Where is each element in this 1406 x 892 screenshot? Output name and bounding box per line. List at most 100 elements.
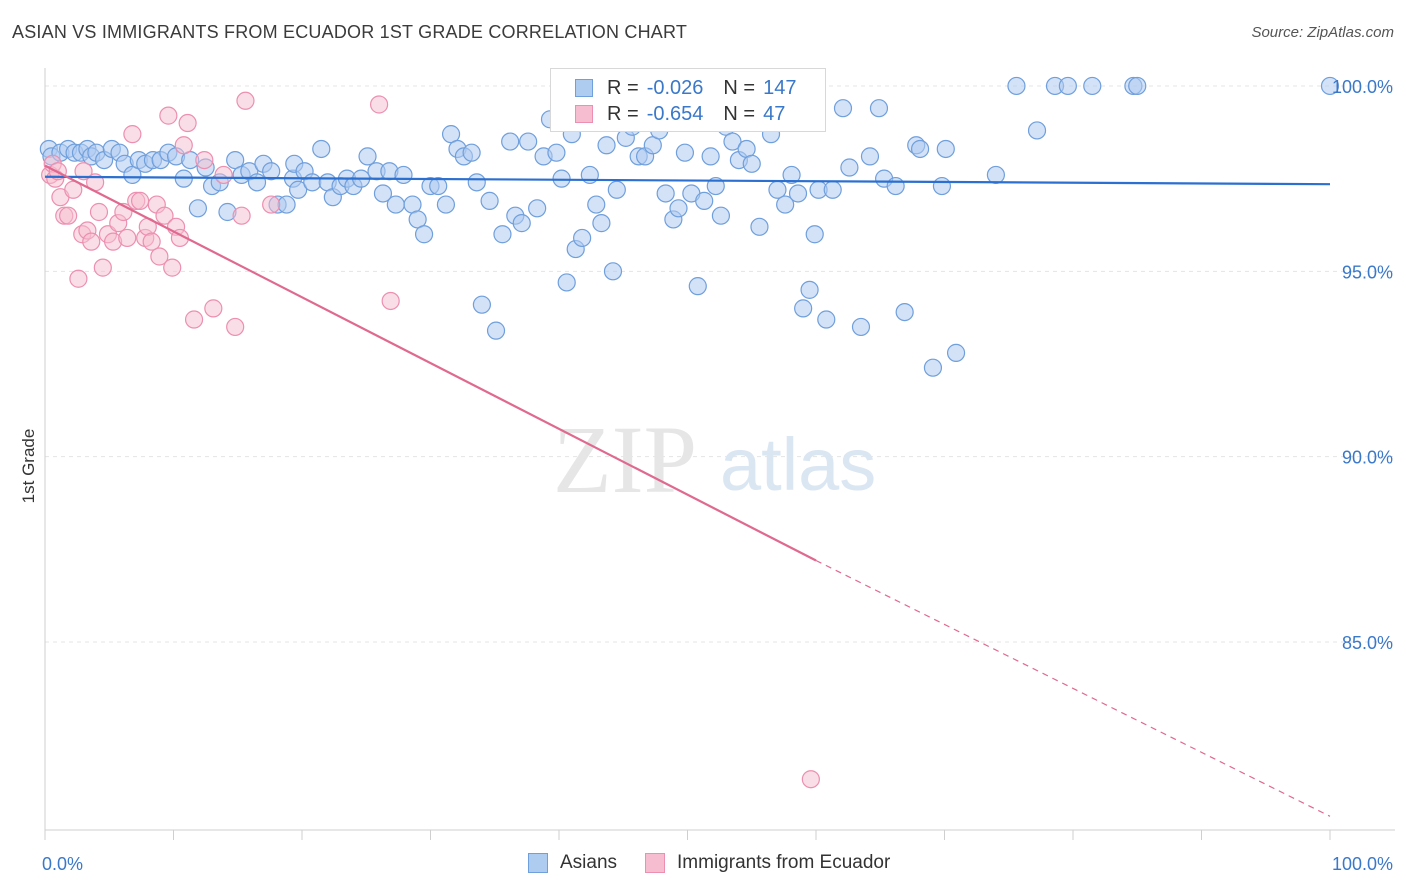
ecuador-point	[142, 232, 161, 251]
x-tick-label: 0.0%	[42, 854, 83, 874]
ecuador-point	[236, 91, 255, 110]
asians-point	[750, 217, 769, 236]
asians-point	[723, 132, 742, 151]
ecuador-point	[370, 95, 389, 114]
asians-point	[946, 343, 966, 362]
asians-point	[573, 228, 592, 248]
legend-label-ecuador: Immigrants from Ecuador	[677, 852, 891, 873]
asians-point	[493, 225, 512, 244]
legend-item-ecuador[interactable]: Immigrants from Ecuador	[645, 852, 890, 874]
legend-label-asians: Asians	[560, 852, 618, 873]
ecuador-point	[82, 232, 101, 251]
asians-point	[936, 139, 955, 159]
stats-legend: R = -0.026 N = 147 R = -0.654 N = 47	[550, 68, 826, 132]
ecuador-trend-extension	[815, 559, 1331, 817]
asians-point	[519, 132, 538, 151]
asians-point	[886, 176, 905, 196]
ecuador-point	[184, 310, 204, 329]
asians-point	[669, 199, 688, 218]
legend-item-asians[interactable]: Asians	[528, 852, 617, 874]
y-axis-title: 1st Grade	[19, 429, 38, 504]
legend-swatch-pink	[575, 105, 593, 123]
asians-trend-line	[44, 175, 1331, 186]
asians-point	[486, 321, 506, 340]
asians-point	[986, 165, 1006, 185]
asians-point	[414, 225, 434, 244]
asians-point	[794, 299, 813, 318]
legend-r-label: R =	[607, 76, 639, 99]
series-ecuador-points	[41, 91, 820, 789]
asians-point	[1007, 76, 1026, 96]
asians-point	[833, 99, 853, 118]
asians-point	[932, 176, 952, 196]
asians-point	[312, 139, 331, 159]
asians-point	[1320, 76, 1340, 96]
axes	[44, 68, 1395, 840]
asians-point	[501, 132, 520, 151]
asians-point	[656, 184, 675, 203]
asians-point	[386, 195, 405, 214]
legend-row-ecuador: R = -0.654 N = 47	[575, 102, 793, 126]
asians-point	[429, 176, 448, 196]
watermark-atlas: atlas	[720, 423, 876, 506]
asians-point	[711, 206, 731, 225]
asians-point	[436, 195, 456, 214]
ecuador-point	[159, 106, 178, 125]
asians-point	[840, 158, 859, 177]
y-tick-label: 95.0%	[1342, 262, 1393, 282]
asians-point	[1083, 76, 1102, 96]
asians-point	[547, 143, 566, 162]
ecuador-point	[74, 162, 93, 181]
legend-n-label: N =	[723, 76, 756, 99]
ecuador-point	[214, 165, 233, 185]
asians-point	[262, 162, 281, 181]
asians-point	[467, 173, 486, 192]
ecuador-point	[226, 317, 245, 337]
ecuador-point	[262, 195, 281, 214]
asians-point	[895, 302, 914, 322]
asians-point	[462, 143, 481, 162]
asians-point	[472, 295, 491, 314]
asians-point	[776, 195, 795, 214]
ecuador-point	[801, 770, 820, 789]
asians-point	[869, 99, 889, 118]
legend-swatch-blue	[575, 79, 593, 97]
asians-point	[706, 176, 725, 196]
asians-point	[688, 277, 707, 296]
asians-point	[695, 191, 714, 210]
asians-point	[277, 195, 296, 214]
asians-point	[247, 173, 267, 192]
ecuador-point	[163, 258, 182, 277]
ecuador-point	[89, 202, 109, 222]
tick-labels: 100.0% 95.0% 90.0% 85.0% 0.0% 100.0%	[42, 77, 1393, 874]
watermark-zip: ZIP	[553, 406, 697, 513]
legend-swatch-ecuador	[645, 853, 666, 873]
asians-point	[587, 195, 606, 214]
ecuador-point	[381, 291, 400, 311]
ecuador-point	[69, 269, 88, 288]
asians-point	[373, 184, 393, 203]
ecuador-point	[195, 150, 214, 170]
asians-point	[480, 191, 499, 210]
asians-point	[817, 310, 836, 329]
legend-r-value: -0.654	[646, 102, 704, 125]
legend-row-asians: R = -0.026 N = 147	[575, 76, 804, 100]
asians-point	[805, 225, 824, 244]
legend-n-value: 147	[763, 76, 797, 99]
chart-title: ASIAN VS IMMIGRANTS FROM ECUADOR 1ST GRA…	[12, 22, 688, 42]
asians-point	[188, 199, 208, 218]
asians-point	[289, 180, 308, 199]
ecuador-point	[204, 299, 223, 318]
asians-point	[800, 280, 819, 299]
ecuador-point	[178, 113, 197, 133]
asians-point	[1128, 76, 1147, 96]
ecuador-point	[155, 206, 174, 225]
ecuador-point	[123, 125, 142, 144]
asians-point	[592, 214, 611, 233]
legend-swatch-asians	[528, 853, 548, 873]
asians-point	[1027, 121, 1047, 140]
legend-r-label: R =	[607, 102, 639, 125]
ecuador-point	[174, 136, 193, 155]
ecuador-point	[93, 258, 112, 277]
